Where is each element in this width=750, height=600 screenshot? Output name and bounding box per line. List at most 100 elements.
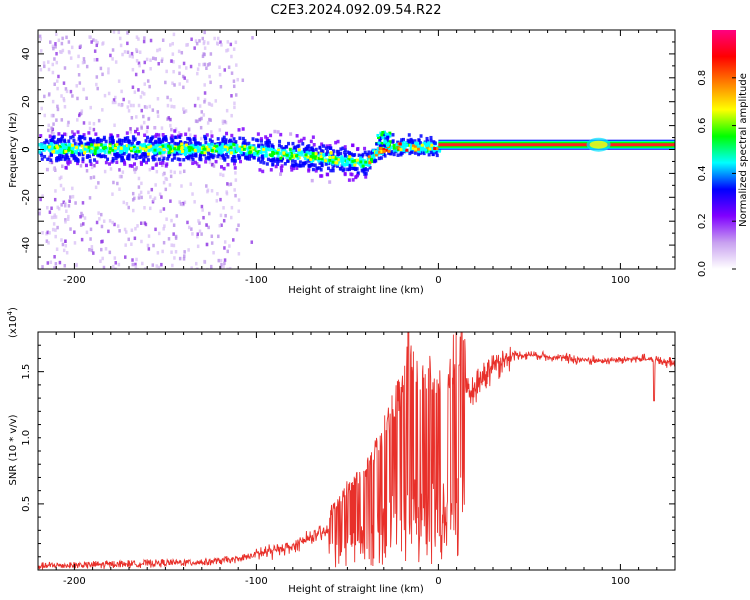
spectrogram-band-cell <box>401 148 405 153</box>
spectrogram-band-cell <box>155 149 159 153</box>
spectrogram-band-cell <box>127 142 131 146</box>
spectrogram-core-cell <box>270 153 274 157</box>
spectrogram-noise-cell <box>170 127 173 132</box>
spectrogram-band-cell <box>231 147 235 152</box>
spectrogram-core-cell <box>184 146 188 150</box>
spectrogram-noise-cell <box>212 164 216 168</box>
x-tick-label: -100 <box>245 275 268 286</box>
spectrogram-noise-cell <box>136 127 139 131</box>
spectrogram-noise-cell <box>209 264 213 269</box>
spectrogram-noise-cell <box>219 84 223 89</box>
y-tick-label: 1.5 <box>21 364 32 380</box>
spectrogram-band-cell <box>361 162 365 167</box>
spectrogram-core-cell <box>240 147 244 151</box>
spectrogram-noise-cell <box>52 215 56 219</box>
spectrogram-noise-cell <box>170 218 173 223</box>
spectrogram-noise-cell <box>213 36 216 41</box>
spectrogram-noise-cell <box>89 35 92 40</box>
spectrogram-band-cell <box>192 153 196 157</box>
spectrogram-core-cell <box>384 148 388 152</box>
spectrogram-noise-cell <box>145 105 148 110</box>
spectrogram-noise-cell <box>74 201 77 205</box>
spectrogram-band-cell <box>300 138 304 143</box>
spectrogram-core-cell <box>169 150 173 154</box>
spectrogram-band-cell <box>276 162 280 166</box>
spectrogram-noise-cell <box>193 103 197 108</box>
spectrogram-core-cell <box>71 143 75 147</box>
spectrogram-noise-cell <box>43 113 47 118</box>
snr-background <box>38 332 675 570</box>
spectrogram-band-cell <box>75 150 79 154</box>
spectrogram-noise-cell <box>52 113 55 118</box>
steady-tone-core <box>438 143 675 147</box>
spectrogram-band-cell <box>377 156 381 161</box>
spectrogram-noise-cell <box>222 264 225 269</box>
spectrogram-noise-cell <box>171 41 175 46</box>
spectrogram-noise-cell <box>234 40 238 45</box>
spectrogram-band-cell <box>87 154 91 159</box>
spectrogram-band-cell <box>170 139 174 144</box>
spectrogram-noise-cell <box>150 187 154 192</box>
spectrogram-core-cell <box>331 160 335 164</box>
spectrogram-noise-cell <box>92 127 96 132</box>
spectrogram-noise-cell <box>58 260 62 265</box>
spectrogram-band-cell <box>116 134 120 138</box>
spectrogram-noise-cell <box>208 160 212 165</box>
spectrogram-band-cell <box>70 153 74 158</box>
spectrogram-noise-cell <box>38 208 42 212</box>
spectrogram-noise-cell <box>162 180 166 185</box>
spectrogram-band-cell <box>259 137 263 141</box>
spectrogram-core-cell <box>215 143 219 147</box>
spectrogram-noise-cell <box>131 191 135 196</box>
spectrogram-noise-cell <box>228 266 232 269</box>
spectrogram-band-cell <box>39 145 43 150</box>
spectrogram-noise-cell <box>194 261 198 266</box>
spectrogram-core-cell <box>58 144 62 148</box>
spectrogram-band-cell <box>144 160 148 165</box>
spectrogram-noise-cell <box>225 191 229 196</box>
spectrogram-band-cell <box>418 146 422 150</box>
spectrogram-noise-cell <box>168 183 172 187</box>
x-tick-label: -100 <box>245 576 268 587</box>
spectrogram-band-cell <box>332 163 336 168</box>
spectrogram-band-cell <box>182 158 186 162</box>
spectrogram-core-cell <box>370 157 374 161</box>
spectrogram-noise-cell <box>208 211 211 216</box>
spectrogram-noise-cell <box>51 227 55 232</box>
spectrogram-noise-cell <box>161 172 165 177</box>
spectrogram-noise-cell <box>203 100 206 104</box>
spectrogram-noise-cell <box>68 195 72 199</box>
spectrogram-noise-cell <box>210 189 214 193</box>
spectrogram-band-cell <box>162 156 166 160</box>
spectrogram-band-cell <box>421 145 425 149</box>
spectrogram-band-cell <box>163 144 167 149</box>
spectrogram-core-cell <box>430 143 434 147</box>
spectrogram-core-cell <box>374 153 378 157</box>
spectrogram-noise-cell <box>196 267 199 269</box>
spectrogram-noise-cell <box>189 133 192 137</box>
spectrogram-band-cell <box>297 149 301 154</box>
spectrogram-band-cell <box>130 164 134 168</box>
snr-y-ticks: 0.51.01.5 <box>21 344 675 558</box>
spectrogram-core-cell <box>180 149 184 153</box>
spectrogram-noise-cell <box>219 40 222 44</box>
spectrogram-band-cell <box>63 138 67 143</box>
spectrogram-core-cell <box>229 142 233 146</box>
spectrogram-core-cell <box>105 146 109 150</box>
spectrogram-noise-cell <box>173 256 176 260</box>
spectrogram-noise-cell <box>48 160 52 164</box>
spectrogram-noise-cell <box>51 44 55 49</box>
spectrogram-noise-cell <box>109 53 112 58</box>
snr-multiplier-close: ) <box>8 307 19 311</box>
colorbar-tick-label: 0.0 <box>697 261 708 277</box>
spectrogram-noise-cell <box>64 87 68 91</box>
spectrogram-noise-cell <box>61 242 65 247</box>
spectrogram-core-cell <box>382 147 386 151</box>
spectrogram-noise-cell <box>193 200 196 204</box>
spectrogram-noise-cell <box>51 99 55 104</box>
spectrogram-band-cell <box>301 163 305 168</box>
spectrogram-band-cell <box>167 142 171 146</box>
spectrogram-noise-cell <box>158 47 162 52</box>
spectrogram-noise-cell <box>220 262 223 267</box>
spectrogram-noise-cell <box>127 109 131 113</box>
